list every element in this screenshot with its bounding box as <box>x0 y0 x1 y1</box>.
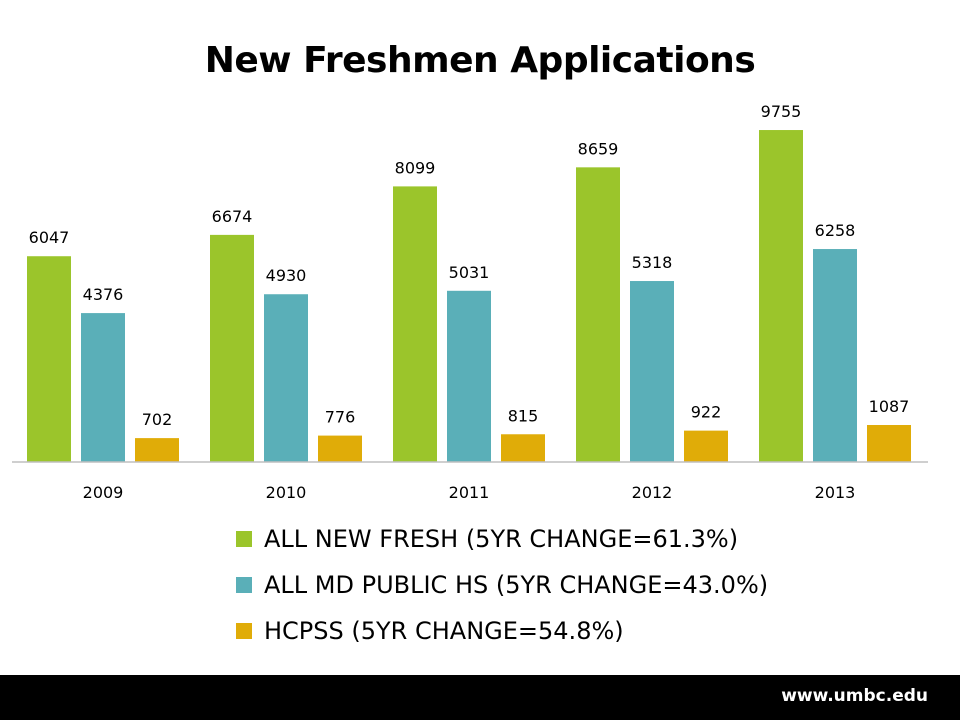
bar-all-md-public-hs-2013 <box>813 249 857 462</box>
data-label-all-md-public-hs-2010: 4930 <box>266 266 307 285</box>
bar-all-new-fresh-2010 <box>210 234 254 462</box>
data-label-all-md-public-hs-2009: 4376 <box>83 285 124 304</box>
bar-all-md-public-hs-2012 <box>630 281 674 462</box>
legend-swatch-all-md-public-hs <box>236 577 252 593</box>
bar-hcpss-2010 <box>318 435 362 462</box>
data-label-hcpss-2011: 815 <box>508 406 539 425</box>
legend-label-hcpss: HCPSS (5YR CHANGE=54.8%) <box>264 617 624 645</box>
data-labels-group: 6047 4376 702 6674 4930 776 8099 5031 815 8659 531… <box>29 102 910 429</box>
bar-all-md-public-hs-2009 <box>81 313 125 462</box>
data-label-hcpss-2012: 922 <box>691 403 722 422</box>
bar-all-new-fresh-2013 <box>759 130 803 462</box>
data-label-all-new-fresh-2012: 8659 <box>578 139 619 158</box>
bar-hcpss-2011 <box>501 434 545 462</box>
footer-url: www.umbc.edu <box>781 686 928 706</box>
data-label-all-md-public-hs-2011: 5031 <box>449 263 490 282</box>
legend-swatch-all-new-fresh <box>236 531 252 547</box>
x-tick-label-2011: 2011 <box>449 483 490 502</box>
bar-hcpss-2013 <box>867 425 911 462</box>
chart-title: New Freshmen Applications <box>204 40 756 81</box>
data-label-hcpss-2009: 702 <box>142 410 173 429</box>
bar-hcpss-2009 <box>135 438 179 462</box>
bar-chart: 6047 4376 702 6674 4930 776 8099 5031 815 8659 531… <box>12 102 928 502</box>
x-tick-label-2009: 2009 <box>83 483 124 502</box>
data-label-all-md-public-hs-2013: 6258 <box>815 221 856 240</box>
bar-all-md-public-hs-2010 <box>264 294 308 462</box>
legend-item-all-md-public-hs: ALL MD PUBLIC HS (5YR CHANGE=43.0%) <box>236 562 768 608</box>
x-tick-label-2010: 2010 <box>266 483 307 502</box>
x-tick-label-2013: 2013 <box>815 483 856 502</box>
data-label-all-new-fresh-2013: 9755 <box>761 102 802 121</box>
legend-label-all-md-public-hs: ALL MD PUBLIC HS (5YR CHANGE=43.0%) <box>264 571 769 599</box>
data-label-hcpss-2013: 1087 <box>869 397 910 416</box>
data-label-all-new-fresh-2009: 6047 <box>29 228 70 247</box>
data-label-hcpss-2010: 776 <box>325 408 356 427</box>
legend-item-all-new-fresh: ALL NEW FRESH (5YR CHANGE=61.3%) <box>236 516 768 562</box>
bars-group <box>27 130 911 462</box>
bar-all-new-fresh-2009 <box>27 256 71 462</box>
bar-all-new-fresh-2011 <box>393 186 437 462</box>
data-label-all-md-public-hs-2012: 5318 <box>632 253 673 272</box>
legend-label-all-new-fresh: ALL NEW FRESH (5YR CHANGE=61.3%) <box>264 525 739 553</box>
legend: ALL NEW FRESH (5YR CHANGE=61.3%) ALL MD … <box>236 516 768 654</box>
data-label-all-new-fresh-2010: 6674 <box>212 207 253 226</box>
x-tick-labels-group: 2009 2010 2011 2012 2013 <box>83 483 856 502</box>
x-tick-label-2012: 2012 <box>632 483 673 502</box>
legend-swatch-hcpss <box>236 623 252 639</box>
bar-all-new-fresh-2012 <box>576 167 620 462</box>
bar-all-md-public-hs-2011 <box>447 290 491 462</box>
footer-bar: www.umbc.edu <box>0 675 960 720</box>
bar-hcpss-2012 <box>684 430 728 462</box>
legend-item-hcpss: HCPSS (5YR CHANGE=54.8%) <box>236 608 768 654</box>
data-label-all-new-fresh-2011: 8099 <box>395 158 436 177</box>
